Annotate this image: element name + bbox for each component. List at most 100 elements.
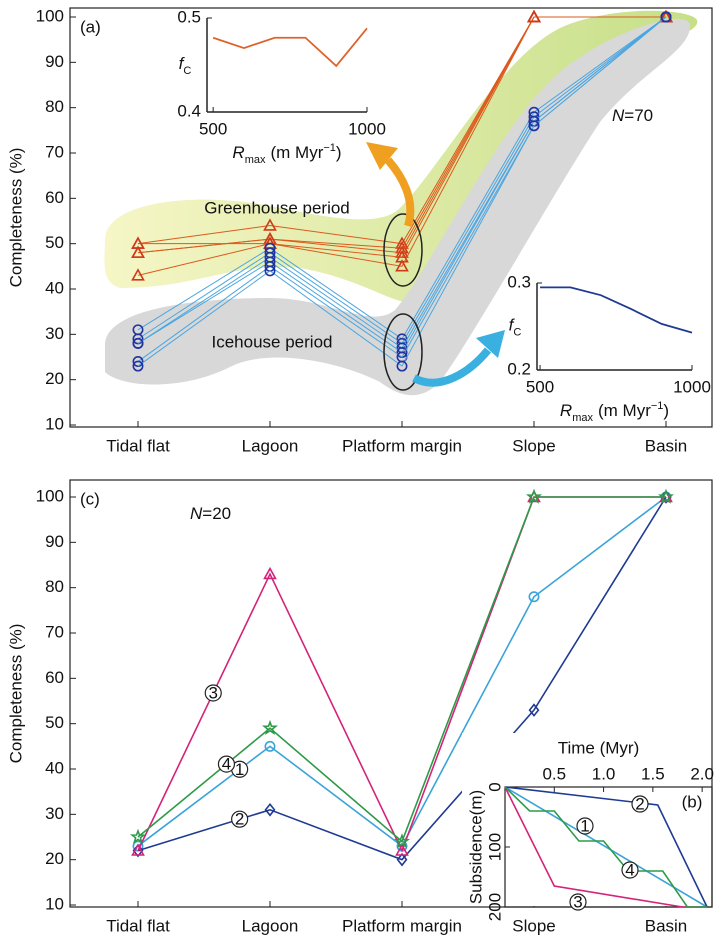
marker: [525, 488, 543, 504]
series-label-ring: [231, 810, 249, 828]
marker: [264, 803, 276, 817]
series-line: [504, 786, 708, 908]
series-label: 1: [235, 760, 244, 779]
axis-label: N=70: [612, 106, 653, 125]
panel-label: (a): [80, 17, 101, 36]
x-tick-label: 0.5: [542, 764, 566, 783]
label-part: −1: [651, 400, 664, 412]
y-tick-label: 20: [45, 369, 64, 388]
series-label-ring: [576, 817, 594, 835]
label-part: R: [232, 143, 244, 162]
y-tick-label: 60: [45, 668, 64, 687]
series-line: [540, 286, 693, 334]
x-tick-label: Basin: [645, 916, 688, 935]
group-label: Icehouse period: [212, 332, 333, 351]
x-tick-label: 1000: [673, 377, 711, 396]
y-tick-label: 90: [45, 532, 64, 551]
group-label: Greenhouse period: [204, 198, 350, 217]
x-tick-label: Tidal flat: [106, 916, 170, 935]
x-tick-label: 500: [526, 377, 554, 396]
y-tick-label: 10: [45, 414, 64, 433]
series-label: 4: [222, 755, 231, 774]
arrow-head: [476, 330, 505, 358]
marker: [131, 268, 145, 281]
label-part: C: [183, 65, 191, 77]
panel-label: (c): [80, 489, 100, 508]
y-tick-label: 30: [45, 324, 64, 343]
y-axis-title: Completeness (%): [6, 148, 25, 288]
axis-label: N=20: [190, 504, 231, 523]
y-axis-title: Subsidence(m): [466, 790, 485, 904]
x-tick-label: Tidal flat: [106, 436, 170, 455]
marker: [528, 120, 540, 132]
y-axis-title: Completeness (%): [6, 624, 25, 764]
label-part: (m Myr: [270, 143, 323, 162]
y-tick-label: 30: [45, 804, 64, 823]
arrow-head: [366, 142, 398, 170]
series-line: [137, 16, 667, 367]
label-part: max: [572, 412, 593, 424]
marker: [528, 703, 540, 717]
y-tick-label: 20: [45, 849, 64, 868]
y-tick-label: 0.4: [177, 101, 201, 120]
x-tick-label: Slope: [512, 916, 555, 935]
arrow: [412, 347, 492, 387]
axis-label: fC: [509, 316, 522, 338]
label-part: ): [336, 143, 342, 162]
marker: [528, 591, 540, 603]
y-tick-label: 80: [45, 97, 64, 116]
x-tick-label: Platform margin: [342, 916, 462, 935]
marker: [131, 236, 145, 249]
arrow: [384, 157, 415, 228]
y-tick-label: 90: [45, 52, 64, 71]
label-part: R: [560, 401, 572, 420]
inset-b: 0.5 1.0 1.5 2.0 0 100 200 Time (Myr) Subsidence(…: [466, 738, 713, 921]
series-label-ring: [204, 684, 222, 702]
axis-label: Rmax (m Myr−1): [560, 400, 669, 424]
panel-label: (b): [682, 792, 703, 811]
marker: [527, 9, 541, 23]
label-part: C: [513, 326, 521, 338]
marker: [395, 843, 409, 856]
label-part: N: [190, 504, 203, 523]
x-tick-label: 500: [199, 119, 227, 138]
marker: [132, 840, 144, 852]
label-part: N: [612, 106, 625, 125]
marker: [264, 265, 276, 277]
y-tick-label: 50: [45, 713, 64, 732]
marker: [396, 852, 408, 867]
marker: [132, 360, 144, 372]
series-label: 1: [580, 816, 589, 835]
axis-label: fC: [179, 54, 192, 76]
marker: [131, 843, 145, 856]
marker: [395, 259, 409, 272]
x-tick-label: Lagoon: [242, 436, 299, 455]
highlight-ellipse: [383, 213, 423, 287]
y-tick-label: 10: [45, 894, 64, 913]
series-line: [137, 496, 667, 861]
x-tick-label: 1.0: [592, 764, 616, 783]
marker: [263, 566, 277, 580]
marker: [660, 11, 672, 23]
label-part: max: [245, 154, 266, 166]
x-tick-label: Slope: [512, 436, 555, 455]
x-tick-label: Basin: [645, 436, 688, 455]
decorations: [366, 142, 505, 391]
marker: [264, 740, 276, 752]
y-tick-label: 100: [485, 833, 504, 861]
y-tick-label: 70: [45, 142, 64, 161]
series-line: [212, 27, 368, 68]
highlight-ellipse: [383, 313, 423, 391]
label-part: f: [179, 54, 186, 73]
y-tick-label: 0.3: [507, 272, 531, 291]
x-axis-title: Time (Myr): [558, 738, 640, 757]
y-tick-label: 0.5: [177, 7, 201, 26]
series-label: 4: [625, 860, 634, 879]
y-tick-label: 40: [45, 758, 64, 777]
marker: [129, 828, 147, 844]
marker: [263, 218, 277, 231]
x-tick-label: 1.5: [641, 764, 665, 783]
label-part: f: [509, 316, 516, 335]
